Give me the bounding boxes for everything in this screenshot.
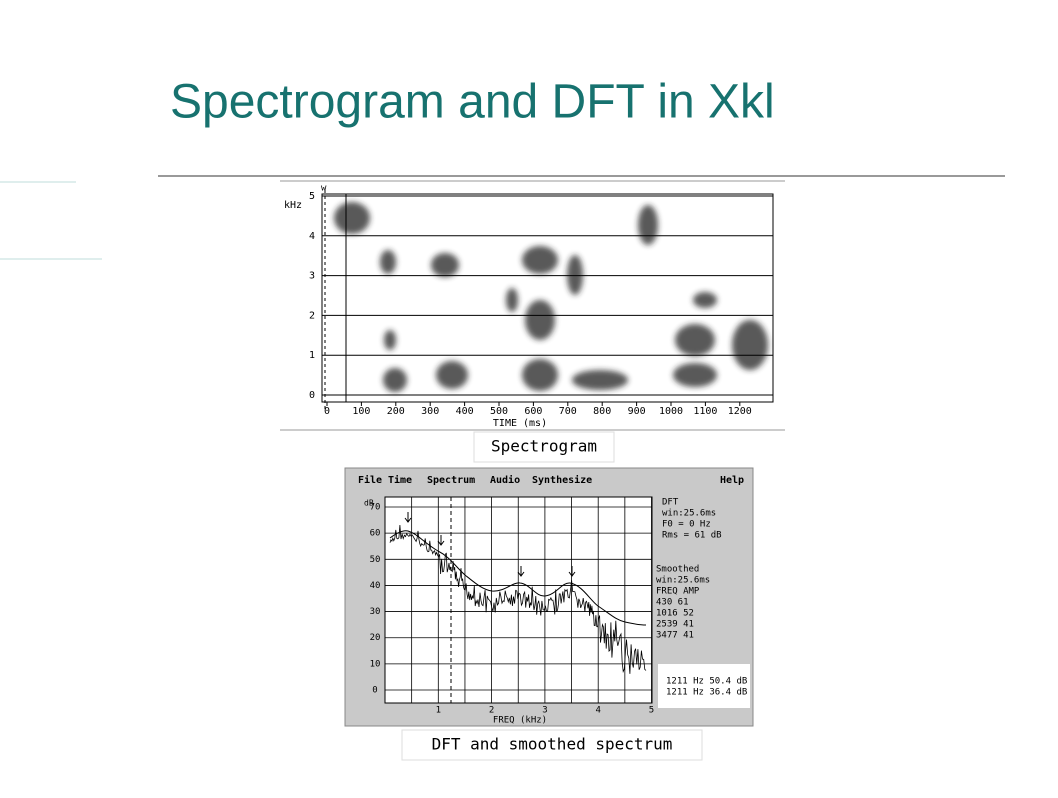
y-unit: dB [364, 499, 374, 508]
y-tick-label: 2 [309, 310, 315, 321]
y-tick-label: 5 [309, 191, 315, 202]
cursor-box [658, 664, 750, 708]
x-label: FREQ (kHz) [493, 716, 547, 726]
caption: Spectrogram [491, 437, 597, 456]
x-tick-label: 1000 [659, 406, 683, 417]
plot-frame [321, 193, 774, 403]
x-tick-label: 800 [593, 406, 611, 417]
y-tick-label: 60 [370, 529, 381, 539]
cursor-readout: 1211 Hz 50.4 dB [666, 677, 747, 687]
x-tick-label: 1100 [693, 406, 717, 417]
y-tick-label: 0 [372, 686, 377, 696]
y-tick-label: 20 [370, 633, 381, 643]
y-tick-label: 0 [309, 390, 315, 401]
y-tick-label: 1 [309, 350, 315, 361]
x-tick-label: 3 [542, 706, 547, 716]
info-line: DFT [662, 498, 679, 508]
x-label: TIME (ms) [493, 418, 547, 429]
menu-item[interactable]: Time [388, 474, 412, 486]
info-line: win:25.6ms [662, 509, 716, 519]
dft-window: Help dB FREQ (kHz) File Time Spectrum Audio… [344, 467, 754, 727]
x-tick-label: 400 [456, 406, 474, 417]
smoothed-spectrum [389, 530, 647, 626]
x-tick-label: 1200 [728, 406, 752, 417]
caption-box [401, 729, 703, 761]
y-tick-label: 70 [370, 503, 381, 513]
info-line: Rms = 61 dB [662, 531, 722, 541]
x-tick-label: 1 [436, 706, 441, 716]
y-tick-label: 30 [370, 607, 381, 617]
x-tick-label: 300 [421, 406, 439, 417]
x-tick-label: 500 [490, 406, 508, 417]
x-tick-label: 700 [559, 406, 577, 417]
info-line: win:25.6ms [656, 576, 710, 586]
marker: w [321, 184, 327, 194]
y-tick-label: 50 [370, 555, 381, 565]
caption: DFT and smoothed spectrum [432, 735, 673, 754]
menu-help[interactable]: Help [720, 475, 744, 486]
spectrogram-energy [334, 202, 768, 392]
y-tick-label: 10 [370, 659, 381, 669]
info-line: 3477 41 [656, 631, 694, 641]
info-line: 430 61 [656, 598, 689, 608]
x-tick-label: 200 [387, 406, 405, 417]
x-tick-label: 5 [649, 706, 654, 716]
x-tick-label: 600 [524, 406, 542, 417]
y-tick-label: 4 [309, 231, 315, 242]
x-tick-label: 4 [595, 706, 600, 716]
x-tick-label: 0 [324, 406, 330, 417]
spectrogram: w kHz TIME (ms) 0 1 2 3 4 5 0 100 200 300 400 500 60… [280, 180, 785, 431]
y-tick-label: 3 [309, 271, 315, 282]
x-tick-label: 100 [352, 406, 370, 417]
y-unit: kHz [284, 200, 302, 211]
peak-arrows [404, 512, 576, 577]
info-line: F0 = 0 Hz [662, 520, 711, 530]
menu-item[interactable]: Audio [490, 474, 520, 486]
slide-title: Spectrogram and DFT in Xkl [170, 76, 775, 129]
info-line: 2539 41 [656, 620, 694, 630]
info-line: 1016 52 [656, 609, 694, 619]
y-tick-label: 40 [370, 581, 381, 591]
dft-spectrum [389, 524, 647, 674]
info-line: Smoothed [656, 565, 699, 575]
menu-item[interactable]: Synthesize [532, 474, 592, 486]
x-tick-label: 2 [489, 706, 494, 716]
info-line: FREQ AMP [656, 587, 700, 597]
caption-box [473, 431, 615, 463]
cursor-readout: 1211 Hz 36.4 dB [666, 688, 747, 698]
menu-item[interactable]: Spectrum [427, 475, 475, 486]
x-tick-label: 900 [628, 406, 646, 417]
menu-item[interactable]: File [358, 474, 382, 486]
